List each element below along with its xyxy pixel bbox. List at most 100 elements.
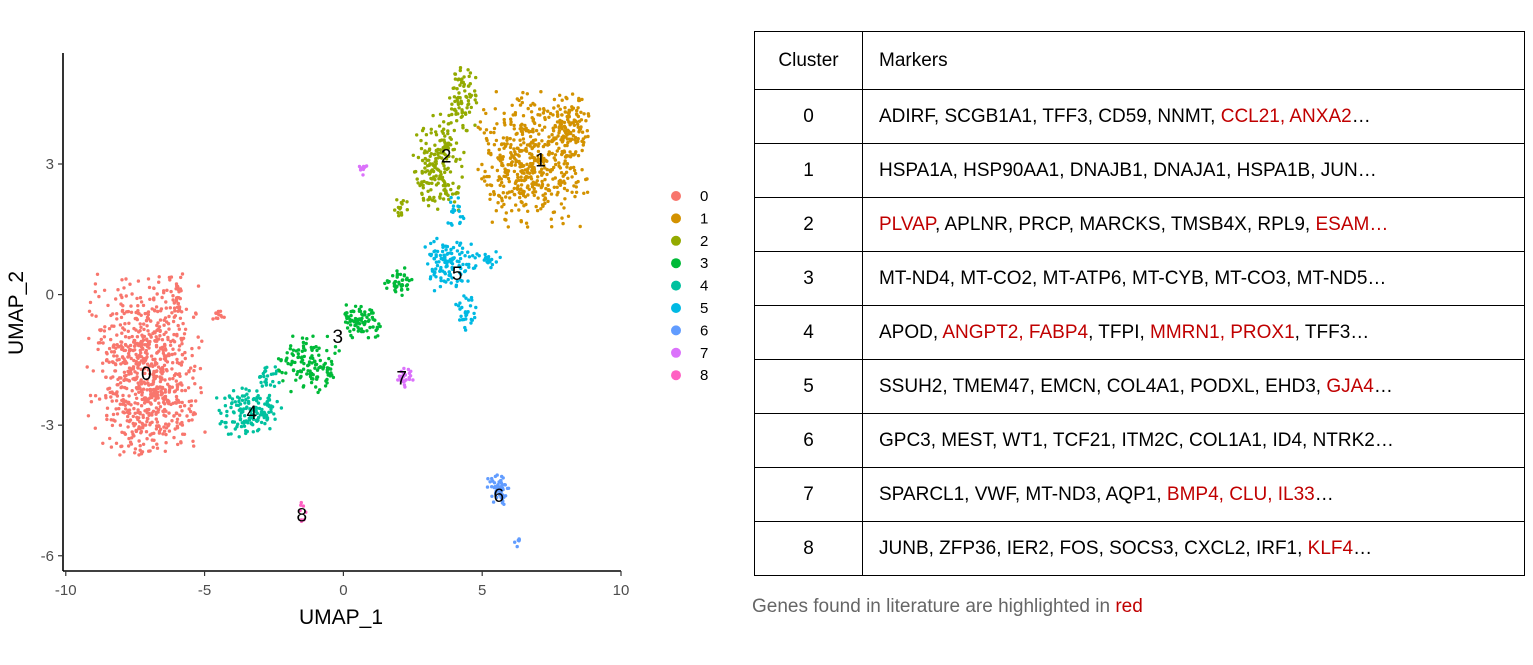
point — [117, 357, 121, 362]
point — [156, 321, 160, 325]
point — [411, 153, 415, 157]
point — [446, 166, 450, 170]
point — [515, 187, 520, 191]
cluster-0-points — [85, 272, 226, 457]
point — [120, 398, 124, 403]
point — [144, 399, 148, 404]
point — [506, 169, 511, 173]
point — [128, 347, 132, 352]
point — [126, 444, 131, 448]
point — [85, 365, 89, 369]
point — [489, 265, 493, 270]
point — [96, 341, 101, 345]
point — [154, 369, 159, 374]
point — [378, 324, 382, 329]
point — [580, 148, 584, 153]
point — [400, 278, 404, 282]
point — [574, 150, 578, 154]
point — [405, 283, 410, 287]
point — [126, 329, 130, 333]
point — [171, 294, 175, 298]
point — [452, 95, 457, 99]
point — [400, 293, 404, 297]
point — [127, 408, 132, 412]
point — [126, 309, 131, 314]
point — [510, 189, 514, 194]
point — [293, 360, 297, 365]
highlighted-genes: CCL21, ANXA2 — [1220, 105, 1352, 127]
point — [118, 453, 122, 457]
point — [455, 96, 459, 101]
genes: … — [1353, 537, 1373, 559]
marker-table: Cluster Markers 0 ADIRF, SCGB1A1, TFF3, C… — [754, 31, 1525, 576]
point — [325, 334, 330, 339]
point — [143, 381, 147, 386]
point — [155, 446, 160, 450]
point — [200, 339, 204, 343]
point — [585, 190, 590, 194]
point — [218, 309, 223, 313]
point — [256, 396, 260, 400]
point — [434, 174, 438, 178]
point — [429, 176, 433, 181]
point — [450, 276, 454, 280]
point — [528, 134, 533, 139]
point — [503, 483, 507, 487]
point — [337, 349, 341, 353]
point — [299, 356, 304, 360]
point — [153, 309, 157, 313]
point — [163, 378, 167, 382]
point — [263, 421, 267, 426]
point — [446, 131, 450, 136]
point — [407, 278, 411, 283]
point — [552, 156, 556, 160]
point — [450, 112, 454, 117]
point — [171, 347, 175, 351]
point — [121, 410, 125, 414]
point — [466, 279, 470, 283]
point — [499, 142, 504, 147]
point — [127, 379, 132, 383]
point — [169, 275, 174, 279]
point — [505, 136, 509, 140]
markers-cell: PLVAP, APLNR, PRCP, MARCKS, TMSB4X, RPL9… — [862, 197, 1525, 252]
point — [357, 164, 362, 169]
point — [244, 398, 248, 402]
genes: , TFPI, — [1088, 321, 1151, 343]
point — [302, 361, 306, 366]
point — [529, 110, 534, 114]
point — [137, 426, 142, 430]
point — [131, 432, 135, 437]
point — [151, 409, 156, 413]
point — [264, 380, 268, 385]
point — [138, 444, 142, 448]
point — [525, 92, 529, 96]
point — [359, 304, 363, 309]
point — [473, 98, 477, 102]
point — [375, 327, 379, 331]
point — [177, 400, 181, 404]
point — [563, 197, 567, 201]
point — [434, 260, 439, 264]
point — [492, 192, 496, 196]
point — [566, 140, 570, 145]
point — [175, 420, 179, 424]
point — [296, 352, 300, 356]
point — [262, 370, 267, 374]
point — [360, 312, 364, 316]
point — [217, 408, 221, 413]
point — [473, 315, 477, 320]
point — [569, 166, 573, 170]
point — [447, 197, 451, 202]
markers-cell: SSUH2, TMEM47, EMCN, COL4A1, PODXL, EHD3… — [862, 359, 1525, 414]
point — [260, 384, 264, 388]
point — [146, 277, 151, 281]
point — [419, 138, 423, 143]
point — [114, 297, 118, 301]
point — [488, 197, 492, 201]
point — [560, 113, 564, 117]
point — [102, 288, 107, 292]
point — [476, 167, 480, 172]
point — [363, 310, 367, 314]
